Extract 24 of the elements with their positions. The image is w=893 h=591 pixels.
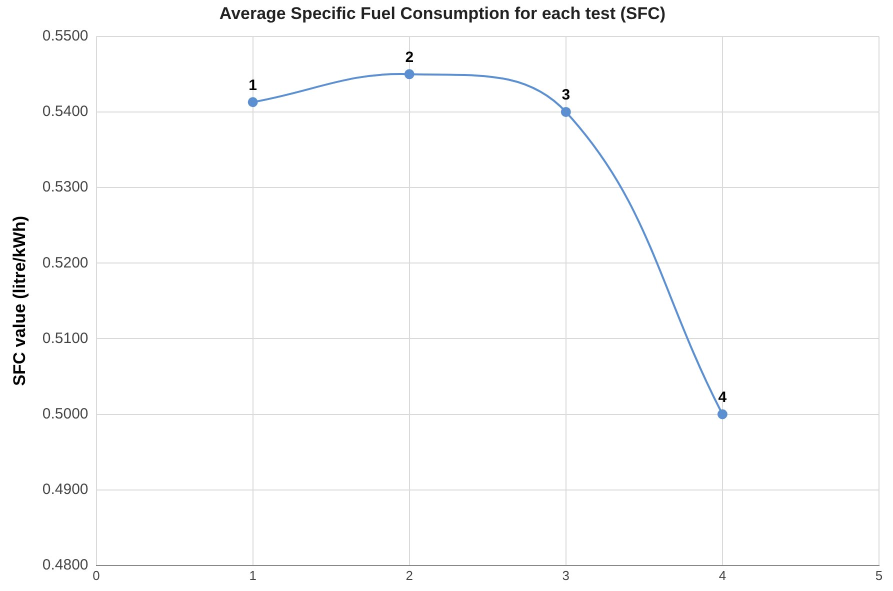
y-tick-label: 0.5100 (42, 330, 88, 347)
y-tick-label: 0.5200 (42, 254, 88, 272)
point (248, 97, 258, 108)
y-tick-label: 0.5500 (42, 28, 88, 45)
y-tick-label: 0.5000 (42, 405, 88, 422)
chart-title: Average Specific Fuel Consumption for each test (SFC) (219, 4, 666, 23)
annotation: 3 (562, 86, 570, 104)
y-tick-label: 0.4800 (42, 556, 88, 574)
x-tick-label: 5 (875, 568, 883, 583)
point (717, 409, 728, 420)
x-tick-label: 0 (92, 568, 100, 583)
x-tick-label: 4 (718, 568, 726, 583)
y-axis-title: SFC value (litre/kWh) (10, 216, 29, 386)
annotation: 2 (405, 48, 414, 66)
x-tick-label: 2 (406, 568, 413, 583)
point (404, 69, 414, 80)
x-tick-label: 3 (562, 568, 570, 583)
y-tick-label: 0.4900 (42, 480, 88, 498)
annotation: 1 (248, 76, 257, 94)
x-tick-label: 1 (249, 568, 256, 583)
y-tick-label: 0.5300 (42, 178, 88, 196)
annotation: 4 (718, 388, 728, 406)
y-tick-label: 0.5400 (42, 103, 88, 120)
point (560, 106, 571, 117)
